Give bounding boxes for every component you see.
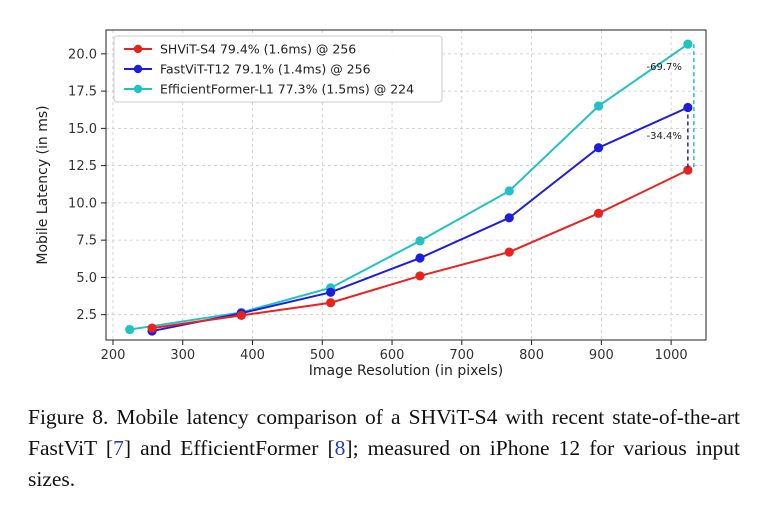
legend-marker [133, 64, 143, 74]
series-layer [125, 39, 693, 336]
series-line [151, 106, 689, 333]
legend-label: FastViT-T12 79.1% (1.4ms) @ 256 [160, 62, 371, 77]
data-point [147, 323, 157, 333]
y-tick-label: 2.5 [76, 308, 97, 323]
data-point [593, 143, 604, 153]
data-point [326, 298, 336, 308]
latency-chart: 200 300 400 500 600 700 800 900 1000 2.5 5.0 7.5 10.… [35, 29, 707, 379]
x-tick-label: 1000 [655, 348, 688, 363]
x-tick-label: 400 [240, 348, 265, 363]
data-point [593, 208, 604, 218]
data-point [236, 310, 246, 321]
data-point [504, 247, 514, 257]
citation-link-7[interactable]: 7 [113, 436, 124, 460]
y-tick-label: 5.0 [76, 271, 97, 286]
legend-marker [133, 44, 143, 54]
data-point [415, 271, 425, 281]
y-tick-label: 12.5 [68, 159, 97, 174]
y-axis-label: Mobile Latency (in ms) [35, 105, 51, 264]
legend-entry: EfficientFormer-L1 77.3% (1.5ms) @ 224 [124, 82, 414, 97]
plot-frame [105, 29, 707, 341]
y-tick-label: 15.0 [68, 122, 97, 137]
data-point [593, 101, 604, 111]
figure-caption: Figure 8. Mobile latency comparison of a… [28, 402, 740, 495]
legend: SHViT-S4 79.4% (1.6ms) @ 256 FastViT-T12 … [113, 35, 443, 103]
x-tick-label: 600 [380, 348, 405, 363]
data-point [125, 324, 135, 335]
data-point [415, 253, 425, 263]
data-point [326, 287, 336, 297]
x-tick-label: 900 [589, 348, 614, 363]
caption-text-suffix: ]; measured on iPhone 12 for various inp… [28, 436, 740, 491]
x-tick-label: 500 [310, 348, 335, 363]
legend-entry: SHViT-S4 79.4% (1.6ms) @ 256 [124, 42, 356, 57]
annotations: -69.7% -34.4% [646, 44, 695, 171]
data-point [504, 213, 514, 223]
data-point [504, 186, 514, 196]
x-tick-label: 200 [101, 348, 126, 363]
data-point [415, 236, 425, 246]
caption-text-prefix: Figure 8. Mobile latency comparison of a… [28, 405, 740, 460]
annotation-label: -69.7% [646, 62, 681, 73]
annotation-label: -34.4% [646, 131, 681, 142]
y-tick-label: 7.5 [76, 234, 97, 249]
legend-marker [133, 84, 143, 94]
data-point [683, 165, 693, 175]
x-tick-label: 300 [170, 348, 195, 363]
series-0 [147, 165, 693, 333]
caption-text-mid: ] and EfficientFormer [ [123, 436, 335, 460]
x-tick-label: 800 [519, 348, 544, 363]
legend-box [113, 35, 443, 103]
axis-ticks: 200 300 400 500 600 700 800 900 1000 2.5 5.0 7.5 10.… [68, 47, 688, 363]
data-point [683, 39, 693, 49]
citation-link-8[interactable]: 8 [334, 436, 346, 460]
legend-label: EfficientFormer-L1 77.3% (1.5ms) @ 224 [160, 82, 414, 97]
x-tick-label: 700 [449, 348, 474, 363]
y-tick-label: 10.0 [68, 196, 97, 211]
y-tick-label: 20.0 [68, 47, 97, 62]
series-line [151, 169, 689, 330]
legend-entry: FastViT-T12 79.1% (1.4ms) @ 256 [124, 62, 371, 77]
x-axis-label: Image Resolution (in pixels) [309, 363, 503, 379]
y-tick-label: 17.5 [68, 85, 97, 100]
series-1 [147, 102, 693, 336]
grid-lines [106, 30, 706, 340]
legend-label: SHViT-S4 79.4% (1.6ms) @ 256 [160, 42, 356, 57]
